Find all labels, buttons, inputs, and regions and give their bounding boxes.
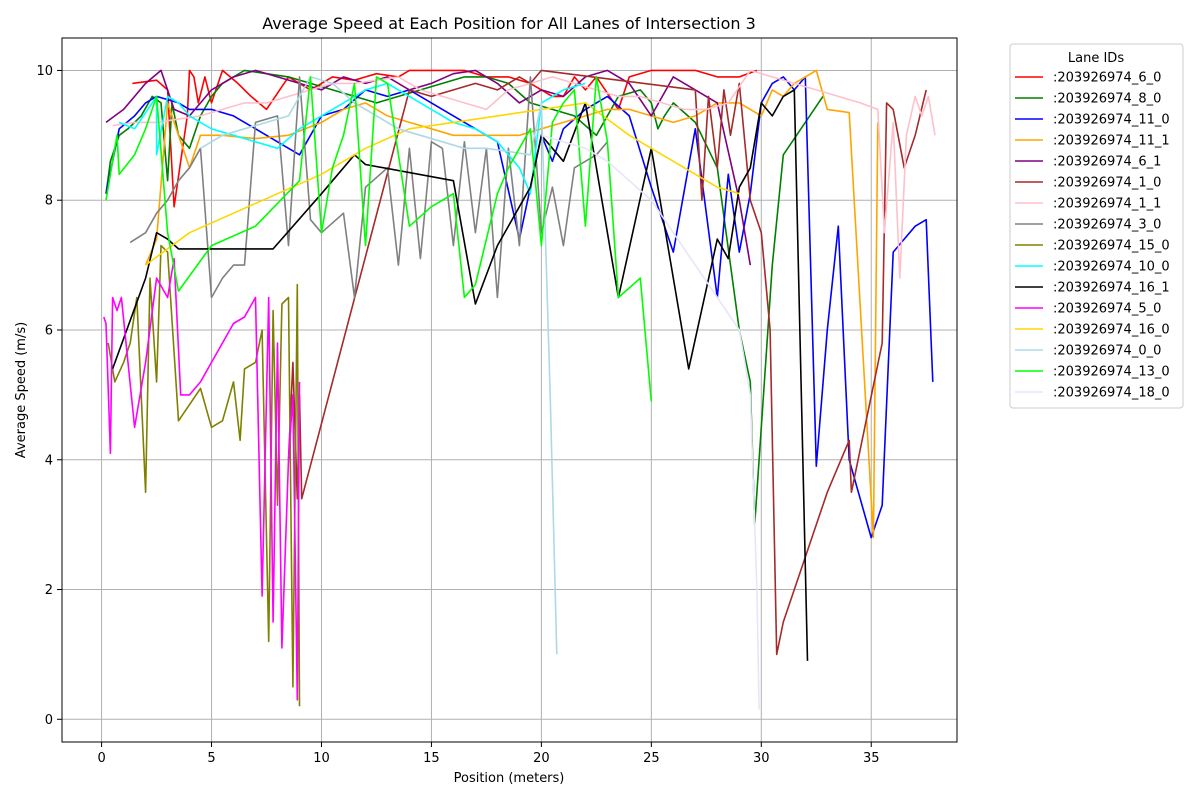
y-axis-label: Average Speed (m/s) xyxy=(14,322,29,458)
x-axis-label: Position (meters) xyxy=(454,771,565,786)
y-tick-label: 6 xyxy=(45,323,53,338)
legend: Lane IDs :203926974_6_0:203926974_8_0:20… xyxy=(1009,43,1184,409)
series-line-13 xyxy=(200,76,558,655)
series-line-14 xyxy=(105,76,653,402)
legend-entry-label: :203926974_13_0 xyxy=(1053,365,1170,380)
legend-entry-label: :203926974_16_0 xyxy=(1053,323,1170,338)
x-tick-label: 35 xyxy=(863,751,880,766)
x-tick-label: 15 xyxy=(423,751,440,766)
legend-entry-label: :203926974_11_0 xyxy=(1053,113,1170,128)
series-line-6 xyxy=(112,69,936,279)
series-line-9 xyxy=(118,82,586,195)
x-tick-label: 25 xyxy=(643,751,660,766)
series-line-11 xyxy=(103,257,301,701)
y-tick-label: 2 xyxy=(45,583,53,598)
y-tick-label: 0 xyxy=(45,713,53,728)
legend-entry-label: :203926974_11_1 xyxy=(1053,134,1170,149)
chart-title: Average Speed at Each Position for All L… xyxy=(262,14,756,33)
x-tick-label: 30 xyxy=(753,751,770,766)
series-line-0 xyxy=(132,69,758,208)
series-line-8 xyxy=(107,244,301,707)
y-tick-label: 8 xyxy=(45,194,53,209)
series-line-15 xyxy=(541,134,760,710)
y-tick-label: 4 xyxy=(45,453,53,468)
legend-frame xyxy=(1009,43,1184,409)
series-line-4 xyxy=(105,69,752,266)
legend-entry-label: :203926974_6_1 xyxy=(1053,155,1161,170)
legend-entry-label: :203926974_16_1 xyxy=(1053,281,1170,296)
legend-entry-label: :203926974_8_0 xyxy=(1053,92,1161,107)
legend-entry-label: :203926974_15_0 xyxy=(1053,239,1170,254)
legend-entry-label: :203926974_0_0 xyxy=(1053,344,1161,359)
legend-entry-label: :203926974_10_0 xyxy=(1053,260,1170,275)
legend-entry-label: :203926974_1_0 xyxy=(1053,176,1161,191)
axis-ticks: 0 5 10 15 20 25 30 35 0 2 4 6 8 10 xyxy=(36,64,879,766)
plot-frame xyxy=(61,37,958,743)
series-line-12 xyxy=(145,102,740,266)
x-tick-label: 10 xyxy=(313,751,330,766)
legend-entry-label: :203926974_3_0 xyxy=(1053,218,1161,233)
series-line-2 xyxy=(105,76,934,539)
legend-title: Lane IDs xyxy=(1068,51,1124,66)
x-tick-label: 5 xyxy=(207,751,215,766)
y-tick-label: 10 xyxy=(36,64,53,79)
x-tick-label: 20 xyxy=(533,751,550,766)
legend-items: :203926974_6_0 :203926974_8_0 :203926974_1… xyxy=(1015,71,1170,401)
legend-entry-label: :203926974_18_0 xyxy=(1053,386,1170,401)
x-tick-label: 0 xyxy=(97,751,105,766)
series-line-5 xyxy=(287,69,927,656)
legend-entry-label: :203926974_5_0 xyxy=(1053,302,1161,317)
series-lines xyxy=(103,69,936,710)
grid xyxy=(62,38,957,742)
legend-entry-label: :203926974_6_0 xyxy=(1053,71,1161,86)
legend-entry-label: :203926974_1_1 xyxy=(1053,197,1161,212)
